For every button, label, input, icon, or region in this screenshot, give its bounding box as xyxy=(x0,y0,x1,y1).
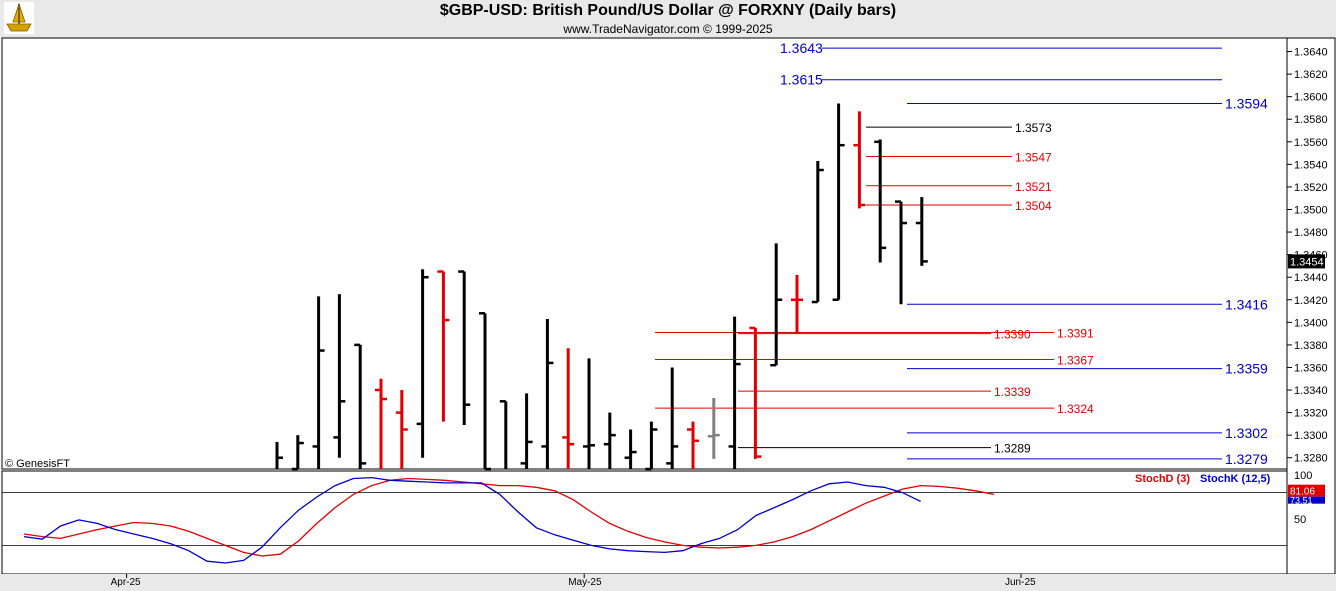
ohlc-bar xyxy=(479,312,491,471)
price-tick-label: 1.3620 xyxy=(1294,69,1328,81)
ohlc-bar xyxy=(666,367,679,469)
ohlc-bar xyxy=(832,103,845,302)
level-label: 1.3391 xyxy=(1057,326,1094,340)
level-label: 1.3339 xyxy=(994,385,1031,399)
date-strip xyxy=(0,574,1336,591)
ohlc-bar xyxy=(395,390,408,469)
ohlc-bar xyxy=(707,397,720,459)
ohlc-bar xyxy=(499,400,508,469)
price-tick-label: 1.3440 xyxy=(1294,272,1328,284)
ohlc-bar xyxy=(874,139,887,263)
price-tick-label: 1.3360 xyxy=(1294,362,1328,374)
stochd-legend: StochD (3) xyxy=(1135,473,1190,485)
axis-strip xyxy=(1286,37,1336,575)
price-tick-label: 1.3480 xyxy=(1294,227,1328,239)
last-price-badge xyxy=(1288,254,1325,269)
ohlc-bar xyxy=(458,270,471,425)
level-label: 1.3615 xyxy=(780,72,823,88)
ohlc-bar xyxy=(687,421,699,469)
chart-header xyxy=(0,0,1336,38)
price-tick-label: 1.3500 xyxy=(1294,204,1328,216)
level-label: 1.3289 xyxy=(994,442,1031,456)
ohlc-bar xyxy=(416,269,429,458)
level-label: 1.3547 xyxy=(1015,150,1052,164)
level-label: 1.3324 xyxy=(1057,402,1094,416)
level-label: 1.3279 xyxy=(1225,451,1268,467)
stochk-line xyxy=(23,476,921,564)
ohlc-bar xyxy=(915,197,928,266)
level-label: 1.3416 xyxy=(1225,296,1268,312)
stochd-value: 81.06 xyxy=(1290,487,1315,498)
price-tick-label: 1.3400 xyxy=(1294,317,1328,329)
level-label: 1.3359 xyxy=(1225,361,1268,377)
ohlc-bar xyxy=(375,378,387,469)
price-pane xyxy=(1,37,1288,470)
ohlc-bar xyxy=(791,274,803,334)
price-tick-label: 1.3300 xyxy=(1294,430,1328,442)
ohlc-bar xyxy=(624,429,637,469)
price-tick-label: 1.3640 xyxy=(1294,47,1328,59)
level-lines: 1.3643 1.3615 1.3594 1.3573 1.3547 1.3521 1.35… xyxy=(655,40,1268,467)
ohlc-bar xyxy=(437,270,450,422)
price-axis: 1.3280 1.3300 1.3320 1.3340 1.3360 1.3380 1.34… xyxy=(1287,47,1328,465)
ohlc-bar xyxy=(811,160,824,304)
price-tick-label: 1.3420 xyxy=(1294,295,1328,307)
price-tick-label: 1.3580 xyxy=(1294,114,1328,126)
stochk-legend: StochK (12,5) xyxy=(1200,473,1271,485)
price-tick-label: 1.3540 xyxy=(1294,159,1328,171)
level-label: 1.3367 xyxy=(1057,354,1094,368)
stochd-line xyxy=(23,477,995,557)
ohlc-bar xyxy=(333,294,346,458)
stochk-badge xyxy=(1288,496,1325,504)
price-tick-label: 1.3600 xyxy=(1294,92,1328,104)
chart-subtitle: www.TradeNavigator.com © 1999-2025 xyxy=(563,22,773,36)
ohlc-bar xyxy=(583,358,595,469)
ohlc-bar xyxy=(895,200,907,305)
ohlc-bar xyxy=(603,412,616,469)
stoch-tick-label: 50 xyxy=(1294,514,1306,526)
level-label: 1.3521 xyxy=(1015,180,1052,194)
level-label: 1.3302 xyxy=(1225,425,1268,441)
trade-navigator-logo-icon xyxy=(4,2,34,34)
level-label: 1.3390 xyxy=(994,328,1031,342)
ohlc-bar xyxy=(291,435,304,471)
price-tick-label: 1.3560 xyxy=(1294,137,1328,149)
ohlc-bar xyxy=(645,421,658,471)
price-tick-label: 1.3320 xyxy=(1294,408,1328,420)
ohlc-bar xyxy=(275,441,283,469)
stochd-badge xyxy=(1288,484,1325,497)
price-tick-label: 1.3380 xyxy=(1294,340,1328,352)
price-tick-label: 1.3340 xyxy=(1294,385,1328,397)
ohlc-bar xyxy=(354,343,367,469)
last-price-label: 1.3454 xyxy=(1290,256,1324,268)
price-tick-label: 1.3280 xyxy=(1294,453,1328,465)
data-credit: © GenesisFT xyxy=(5,458,70,470)
stochk-value: 73.51 xyxy=(1290,496,1313,506)
chart-title: $GBP-USD: British Pound/US Dollar @ FORX… xyxy=(439,2,897,19)
ohlc-bar xyxy=(312,296,325,469)
ohlc-bar xyxy=(520,393,533,469)
level-label: 1.3504 xyxy=(1015,199,1052,213)
ohlc-bars xyxy=(275,103,928,471)
level-label: 1.3594 xyxy=(1225,95,1268,111)
ohlc-bar xyxy=(749,326,762,459)
ohlc-bar xyxy=(562,348,575,469)
ohlc-bar xyxy=(541,318,554,469)
stoch-tick-label: 100 xyxy=(1294,470,1312,482)
level-label: 1.3573 xyxy=(1015,121,1052,135)
date-label: Apr-25 xyxy=(111,577,141,588)
date-label: May-25 xyxy=(568,577,602,588)
price-tick-label: 1.3520 xyxy=(1294,182,1328,194)
level-label: 1.3643 xyxy=(780,40,823,56)
stoch-pane xyxy=(1,470,1288,575)
chart-frame xyxy=(0,37,1336,591)
date-axis: Apr-25 May-25 Jun-25 xyxy=(111,574,1036,588)
ohlc-bar xyxy=(770,243,783,367)
ohlc-bar xyxy=(853,111,866,209)
ohlc-bar xyxy=(728,316,741,469)
date-label: Jun-25 xyxy=(1005,577,1036,588)
